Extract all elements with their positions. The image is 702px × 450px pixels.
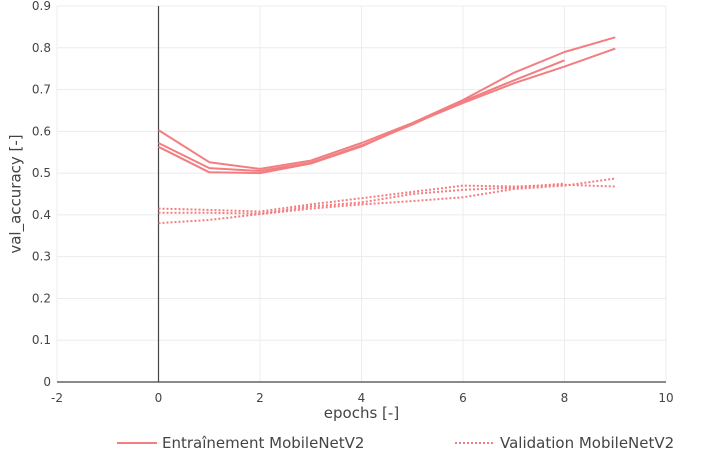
y-tick-label: 0.8 <box>32 41 51 55</box>
y-tick-label: 0.4 <box>32 208 51 222</box>
validation-series-line <box>158 177 616 225</box>
y-tick-label: 0.1 <box>32 333 51 347</box>
legend-item-training[interactable]: Entraînement MobileNetV2 <box>117 434 364 450</box>
y-tick-label: 0.9 <box>32 0 51 13</box>
x-tick-label: 10 <box>658 391 673 405</box>
validation-series-line <box>158 183 616 213</box>
x-axis-title: epochs [-] <box>324 404 399 422</box>
x-tick-label: 8 <box>561 391 569 405</box>
x-tick-label: 2 <box>256 391 264 405</box>
x-tick-label: -2 <box>51 391 63 405</box>
y-tick-label: 0 <box>43 375 51 389</box>
y-tick-label: 0.7 <box>32 83 51 97</box>
legend[interactable]: Entraînement MobileNetV2 Validation Mobil… <box>117 434 674 450</box>
series-lines <box>157 36 616 225</box>
y-tick-label: 0.6 <box>32 124 51 138</box>
legend-label: Entraînement MobileNetV2 <box>162 434 364 450</box>
training-series-line <box>157 36 616 170</box>
x-tick-label: 0 <box>155 391 163 405</box>
y-axis-title: val_accuracy [-] <box>6 134 25 253</box>
x-tick-label: 6 <box>459 391 467 405</box>
legend-item-validation[interactable]: Validation MobileNetV2 <box>455 434 674 450</box>
y-tick-label: 0.3 <box>32 250 51 264</box>
y-tick-label: 0.2 <box>32 291 51 305</box>
training-series-line <box>158 47 616 175</box>
y-tick-label: 0.5 <box>32 166 51 180</box>
legend-label: Validation MobileNetV2 <box>500 434 674 450</box>
axes <box>57 6 666 383</box>
x-tick-label: 4 <box>358 391 366 405</box>
